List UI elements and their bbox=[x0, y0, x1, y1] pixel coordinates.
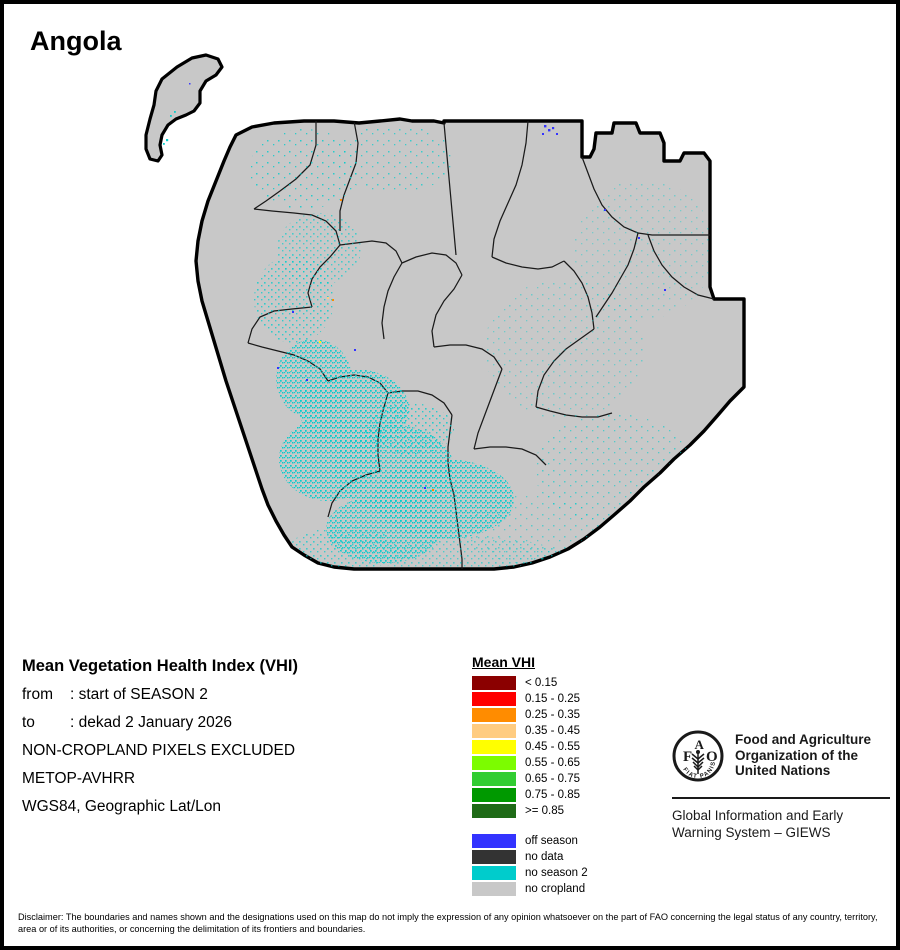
legend-class-swatch bbox=[472, 804, 516, 818]
legend-class-label: 0.65 - 0.75 bbox=[525, 773, 580, 785]
legend-special-label: no season 2 bbox=[525, 867, 588, 879]
legend-class-label: 0.15 - 0.25 bbox=[525, 693, 580, 705]
legend-special-row[interactable]: off season bbox=[472, 833, 588, 849]
legend-class-swatch bbox=[472, 788, 516, 802]
legend-class-label: >= 0.85 bbox=[525, 805, 565, 817]
giews-name: Global Information and Early Warning Sys… bbox=[672, 808, 890, 841]
svg-text:A: A bbox=[695, 737, 705, 752]
legend-class-list: < 0.15 0.15 - 0.25 0.25 - 0.35 0.35 - 0.45 0… bbox=[472, 675, 588, 819]
legend-class-label: < 0.15 bbox=[525, 677, 558, 689]
page-title: Angola bbox=[30, 26, 122, 56]
info-from-key: from bbox=[22, 686, 53, 703]
legend-class-row[interactable]: >= 0.85 bbox=[472, 803, 588, 819]
legend-class-swatch bbox=[472, 740, 516, 754]
giews-line2: Warning System – GIEWS bbox=[672, 824, 831, 840]
legend-special-row[interactable]: no season 2 bbox=[472, 865, 588, 881]
legend-class-row[interactable]: 0.55 - 0.65 bbox=[472, 755, 588, 771]
legend-special-list: off season no data no season 2 no cropland bbox=[472, 833, 588, 897]
legend-class-swatch bbox=[472, 708, 516, 722]
legend-class-row[interactable]: 0.25 - 0.35 bbox=[472, 707, 588, 723]
legend-class-label: 0.35 - 0.45 bbox=[525, 725, 580, 737]
legend-class-row[interactable]: 0.75 - 0.85 bbox=[472, 787, 588, 803]
legend-class-row[interactable]: < 0.15 bbox=[472, 675, 588, 691]
info-from-value: : start of SEASON 2 bbox=[70, 686, 208, 703]
fao-divider bbox=[672, 797, 890, 799]
fao-org-line1: Food and Agriculture bbox=[735, 732, 871, 747]
legend: Mean VHI < 0.15 0.15 - 0.25 0.25 - 0.35 0.3… bbox=[472, 654, 588, 897]
angola-map-svg bbox=[144, 53, 746, 571]
legend-special-swatch bbox=[472, 882, 516, 896]
legend-special-label: off season bbox=[525, 835, 578, 847]
info-from-row: from : start of SEASON 2 bbox=[22, 686, 452, 704]
legend-special-label: no cropland bbox=[525, 883, 586, 895]
disclaimer-text: Disclaimer: The boundaries and names sho… bbox=[18, 912, 878, 935]
legend-class-swatch bbox=[472, 692, 516, 706]
legend-class-label: 0.75 - 0.85 bbox=[525, 789, 580, 801]
info-to-value: : dekad 2 January 2026 bbox=[70, 714, 233, 731]
legend-class-swatch bbox=[472, 772, 516, 786]
info-sensor: METOP-AVHRR bbox=[22, 770, 136, 787]
info-to-row: to : dekad 2 January 2026 bbox=[22, 714, 452, 732]
legend-title: Mean VHI bbox=[472, 654, 536, 670]
legend-class-label: 0.25 - 0.35 bbox=[525, 709, 580, 721]
info-exclusion: NON-CROPLAND PIXELS EXCLUDED bbox=[22, 742, 296, 759]
legend-class-row[interactable]: 0.45 - 0.55 bbox=[472, 739, 588, 755]
fao-org-name: Food and Agriculture Organization of the… bbox=[735, 730, 871, 779]
legend-class-swatch bbox=[472, 756, 516, 770]
fao-branding: F A O FIAT PANIS bbox=[672, 730, 890, 841]
legend-special-swatch bbox=[472, 834, 516, 848]
legend-spacer bbox=[472, 819, 588, 833]
svg-text:O: O bbox=[706, 749, 718, 765]
legend-class-label: 0.45 - 0.55 bbox=[525, 741, 580, 753]
svg-text:F: F bbox=[683, 749, 692, 765]
info-header: Mean Vegetation Health Index (VHI) bbox=[22, 657, 298, 675]
legend-special-swatch bbox=[472, 866, 516, 880]
legend-special-row[interactable]: no data bbox=[472, 849, 588, 865]
map-canvas[interactable] bbox=[144, 49, 764, 639]
cropland-pixels bbox=[249, 125, 714, 569]
giews-line1: Global Information and Early bbox=[672, 808, 844, 823]
legend-special-label: no data bbox=[525, 851, 564, 863]
fao-org-line3: United Nations bbox=[735, 763, 831, 778]
legend-class-row[interactable]: 0.35 - 0.45 bbox=[472, 723, 588, 739]
info-to-key: to bbox=[22, 714, 35, 731]
legend-special-row[interactable]: no cropland bbox=[472, 881, 588, 897]
legend-class-row[interactable]: 0.65 - 0.75 bbox=[472, 771, 588, 787]
fao-org-line2: Organization of the bbox=[735, 747, 858, 763]
angola-mainland bbox=[194, 117, 746, 571]
fao-emblem-icon: F A O FIAT PANIS bbox=[672, 730, 724, 787]
legend-class-swatch bbox=[472, 676, 516, 690]
legend-special-swatch bbox=[472, 850, 516, 864]
info-projection: WGS84, Geographic Lat/Lon bbox=[22, 798, 222, 815]
legend-class-row[interactable]: 0.15 - 0.25 bbox=[472, 691, 588, 707]
province-cabinda bbox=[144, 53, 224, 163]
map-info-block: Mean Vegetation Health Index (VHI) from:… bbox=[22, 657, 452, 826]
legend-class-swatch bbox=[472, 724, 516, 738]
legend-class-label: 0.55 - 0.65 bbox=[525, 757, 580, 769]
